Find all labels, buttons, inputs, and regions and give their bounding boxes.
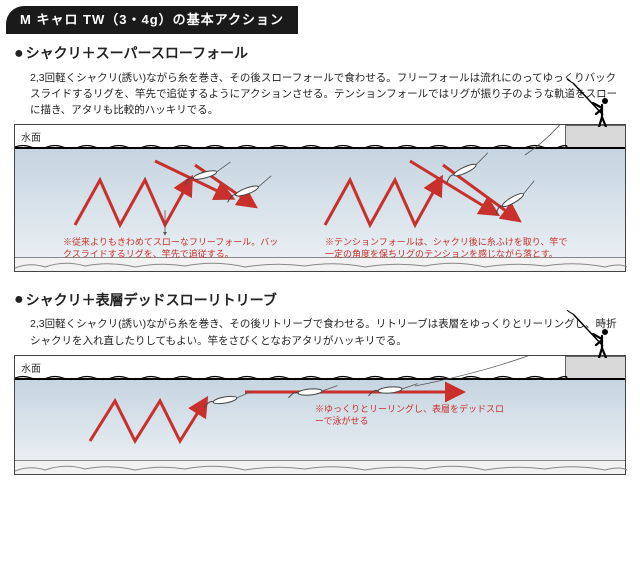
section1-title-row: ● シャクリ＋スーパースローフォール xyxy=(14,42,626,66)
fisherman-icon xyxy=(565,310,617,358)
section-dead-slow: ● シャクリ＋表層デッドスローリトリーブ 2,3回軽くシャクリ(誘い)ながら糸を… xyxy=(14,288,626,475)
fisherman-icon xyxy=(565,79,617,127)
header-bar: M キャロ TW（3・4g）の基本アクション xyxy=(6,6,298,34)
section2-title-row: ● シャクリ＋表層デッドスローリトリーブ xyxy=(14,288,626,312)
diagram-dead-slow: 水面 ※ゆっくりとリーリングし、表層をデッドスローで泳がせる xyxy=(14,355,626,475)
section2-title: シャクリ＋表層デッドスローリトリーブ xyxy=(26,290,277,311)
note-right: ※テンションフォールは、シャクリ後に糸ふけを取り、竿で一定の角度を保ちリグのテン… xyxy=(325,237,570,260)
section-slow-fall: ● シャクリ＋スーパースローフォール 2,3回軽くシャクリ(誘い)ながら糸を巻き… xyxy=(14,42,626,273)
bullet-icon: ● xyxy=(14,42,24,66)
section1-description: 2,3回軽くシャクリ(誘い)ながら糸を巻き、その後スローフォールで食わせる。フリ… xyxy=(30,70,626,119)
bullet-icon: ● xyxy=(14,288,24,312)
diagram-slow-fall: 水面 xyxy=(14,124,626,272)
note-left: ※従来よりもきわめてスローなフリーフォール。バックスライドするリグを、竿先で追従… xyxy=(63,237,283,260)
section2-description: 2,3回軽くシャクリ(誘い)ながら糸を巻き、その後リトリーブで食わせる。リトリー… xyxy=(30,316,626,349)
note-right: ※ゆっくりとリーリングし、表層をデッドスローで泳がせる xyxy=(315,404,505,427)
section1-title: シャクリ＋スーパースローフォール xyxy=(26,43,248,64)
